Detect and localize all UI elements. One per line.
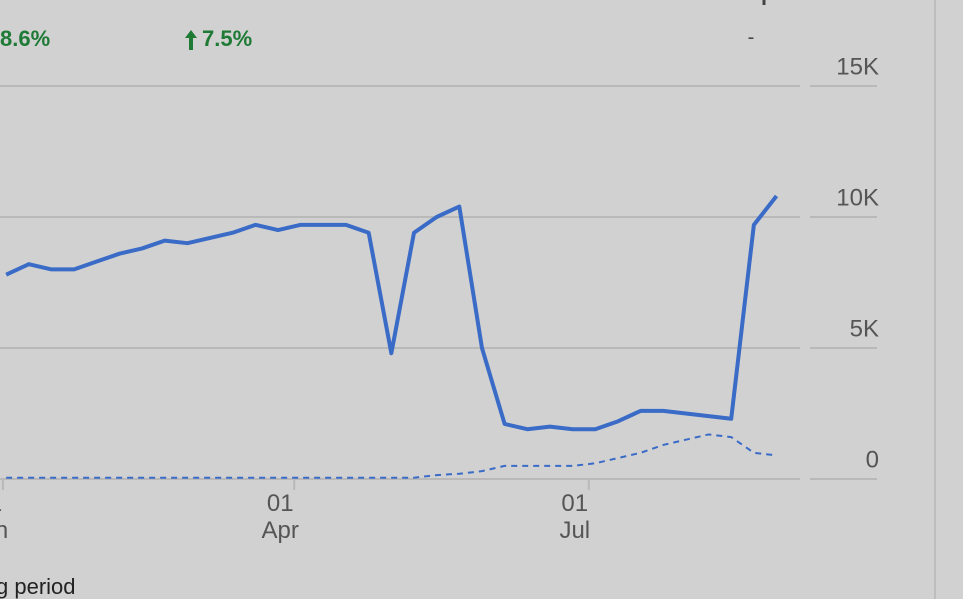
metric-value: 7.5% [202,26,252,51]
series-line [6,433,777,479]
y-tick-label: 10K [836,184,879,211]
metric-value: 8.6% [0,26,50,51]
x-tick-label: 01Jan [0,490,8,544]
y-tick-label: 0 [866,446,879,473]
y-tick-label: 15K [836,53,879,80]
x-tick-label: 01 Apr [262,490,299,544]
series-line [5,194,779,432]
x-tick-label: 01 Jul [559,490,590,544]
up-arrow-icon [185,30,197,50]
y-tick-label: 5K [850,315,879,342]
legend-text: g period [0,574,76,599]
metric-value: - [748,26,755,48]
